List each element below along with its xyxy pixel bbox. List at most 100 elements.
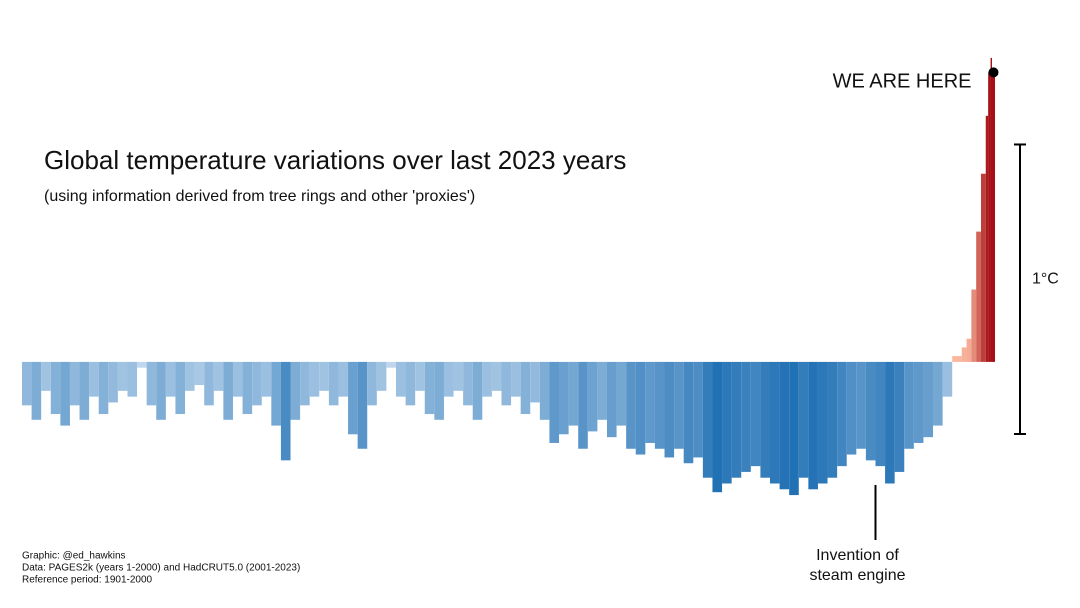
bar bbox=[376, 361, 387, 391]
bar bbox=[338, 361, 349, 397]
bar bbox=[434, 361, 444, 420]
bar bbox=[693, 361, 703, 458]
bar bbox=[242, 361, 253, 415]
bar bbox=[185, 361, 195, 391]
bar bbox=[367, 361, 377, 406]
bar bbox=[348, 361, 358, 435]
bar bbox=[491, 361, 502, 391]
bar bbox=[837, 361, 847, 467]
bar bbox=[395, 361, 406, 397]
bar bbox=[616, 361, 627, 426]
bar bbox=[424, 361, 435, 415]
credit: Graphic: @ed_hawkins bbox=[22, 551, 126, 562]
annotation-label: Invention of bbox=[816, 547, 899, 564]
bar bbox=[712, 361, 723, 493]
bar bbox=[966, 338, 972, 362]
bar bbox=[875, 361, 886, 467]
bar bbox=[319, 361, 329, 391]
annotation-label: steam engine bbox=[809, 567, 905, 584]
bar bbox=[415, 361, 425, 391]
bar bbox=[988, 72, 991, 362]
bar bbox=[22, 361, 32, 406]
bar bbox=[923, 361, 934, 438]
bar bbox=[798, 361, 809, 478]
bar bbox=[674, 361, 684, 449]
bar bbox=[817, 361, 828, 484]
bar bbox=[69, 361, 80, 406]
bar bbox=[741, 361, 751, 472]
bar bbox=[520, 361, 531, 415]
bar bbox=[511, 361, 521, 397]
bar bbox=[980, 173, 986, 362]
bar bbox=[865, 361, 876, 461]
scale-bar-label: 1°C bbox=[1032, 270, 1059, 287]
bar bbox=[223, 361, 233, 420]
bar bbox=[146, 361, 157, 406]
bar bbox=[702, 361, 713, 478]
bar bbox=[549, 361, 560, 443]
chart-title: Global temperature variations over last … bbox=[44, 145, 626, 175]
credit: Data: PAGES2k (years 1-2000) and HadCRUT… bbox=[22, 563, 300, 574]
bar bbox=[98, 361, 109, 415]
bar bbox=[961, 347, 967, 362]
bar bbox=[530, 361, 540, 403]
bar bbox=[992, 72, 995, 362]
marker-dot bbox=[988, 67, 999, 78]
bar bbox=[769, 361, 780, 484]
bar bbox=[635, 361, 646, 455]
bar bbox=[357, 361, 368, 449]
bar bbox=[779, 361, 790, 490]
bar bbox=[50, 361, 61, 415]
bar bbox=[309, 361, 320, 397]
credit: Reference period: 1901-2000 bbox=[22, 575, 153, 586]
bar bbox=[89, 361, 99, 397]
chart-subtitle: (using information derived from tree rin… bbox=[44, 188, 475, 205]
bar bbox=[760, 361, 770, 478]
bar bbox=[976, 231, 981, 362]
bar bbox=[645, 361, 655, 443]
bar bbox=[942, 361, 953, 397]
bar bbox=[194, 361, 205, 386]
bar bbox=[904, 361, 914, 449]
bar bbox=[472, 361, 483, 420]
bar bbox=[539, 361, 550, 420]
bar bbox=[846, 361, 857, 455]
bar bbox=[261, 361, 272, 397]
bar bbox=[386, 361, 396, 368]
bar bbox=[933, 361, 943, 426]
marker-label: WE ARE HERE bbox=[833, 71, 972, 93]
bar bbox=[443, 361, 454, 397]
bar bbox=[453, 361, 464, 391]
bar bbox=[328, 361, 339, 406]
bar bbox=[300, 361, 310, 406]
bar bbox=[252, 361, 262, 406]
bar bbox=[913, 361, 924, 443]
bar bbox=[654, 361, 665, 449]
bar bbox=[606, 361, 617, 438]
bar bbox=[204, 361, 214, 406]
bar bbox=[213, 361, 224, 391]
bar bbox=[280, 361, 291, 461]
bar bbox=[856, 361, 866, 449]
bar bbox=[731, 361, 742, 478]
bar bbox=[137, 361, 147, 368]
bar bbox=[501, 361, 512, 406]
scale-bar bbox=[1014, 143, 1026, 435]
bar bbox=[290, 361, 301, 420]
bar bbox=[482, 361, 492, 397]
bar bbox=[626, 361, 636, 449]
bar bbox=[894, 361, 905, 472]
bar bbox=[808, 361, 818, 490]
bar bbox=[597, 361, 607, 420]
bar bbox=[117, 361, 128, 391]
bar bbox=[578, 361, 588, 449]
bar bbox=[156, 361, 166, 420]
bar bbox=[175, 361, 186, 415]
bar bbox=[79, 361, 90, 420]
bar bbox=[885, 361, 895, 484]
bar bbox=[971, 289, 977, 362]
bar bbox=[827, 361, 838, 478]
bar bbox=[41, 361, 51, 391]
bar bbox=[990, 57, 992, 362]
